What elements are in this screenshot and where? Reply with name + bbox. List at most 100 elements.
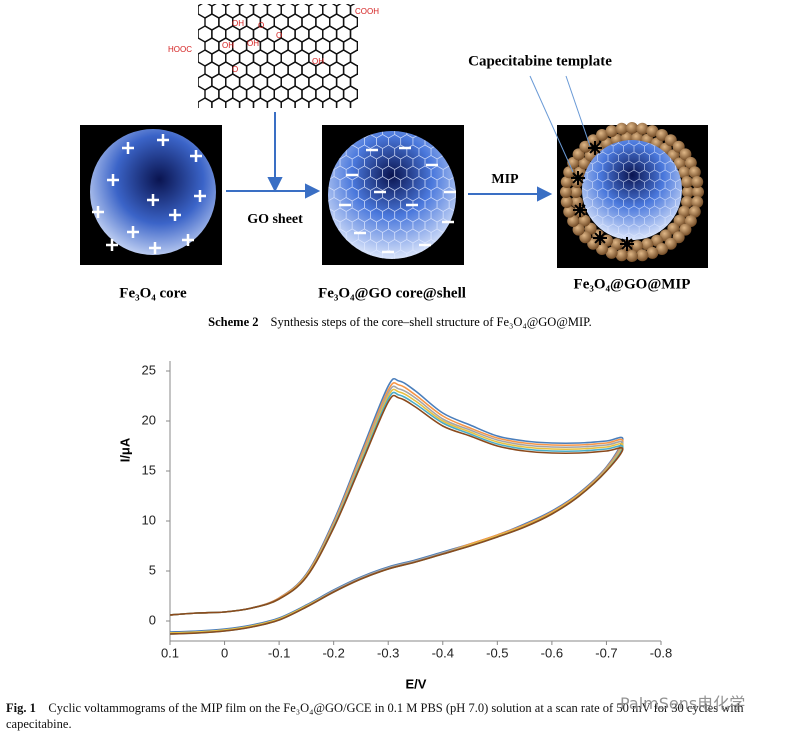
hexagon [266,97,282,108]
bead [596,128,609,141]
figure-caption: Fig. 1 Cyclic voltammograms of the MIP f… [6,700,794,732]
star-core [575,175,581,181]
arrow-head [305,183,321,199]
bead [560,175,573,188]
x-tick-label: -0.8 [650,645,672,660]
caption-tag: Scheme 2 [208,315,258,329]
molecule-label: O [232,65,238,74]
star-core [597,235,603,241]
hexagon [198,97,213,108]
stage-label: Fe₃O₄@GO@MIP [574,276,691,292]
bead [626,121,638,134]
hexagon [322,97,338,108]
y-tick-label: 25 [142,362,156,377]
bead [678,166,691,179]
stage-label: Fe₃O₄@GO core@shell [318,285,466,301]
hexagon [335,97,352,108]
hexagon [349,97,358,108]
bead [605,125,618,138]
bead [688,166,701,179]
molecule-label: OH [232,19,244,28]
x-tick-label: 0 [221,645,228,660]
x-tick-label: -0.1 [268,645,290,660]
molecule-label: O [276,31,282,40]
bead [655,128,668,141]
scheme-caption: Scheme 2 Synthesis steps of the core–shel… [208,315,592,329]
y-tick-label: 0 [149,612,156,627]
bead [570,186,582,198]
hexagon [294,97,310,108]
star-core [624,241,630,247]
cv-curve [169,381,624,634]
molecule-label: HOOC [168,45,192,54]
molecule-label: OH [222,41,234,50]
hexagon [680,187,682,201]
caption-text: Cyclic voltammograms of the MIP film on … [6,701,744,731]
bead [615,122,628,135]
arrow-head [267,177,283,193]
bead [681,176,694,189]
bead [678,205,691,218]
stage-label: Fe₃O₄ core [119,285,187,301]
cv-curve [169,394,624,635]
bead [560,196,573,209]
hexagon [280,97,296,108]
chart: I/μA E/V 0 5 10 15 20 25 0.1 0 -0.1 -0.2 -0.3 -0.4 -… [117,361,672,691]
star-core [592,145,598,151]
negative-charges [339,146,456,254]
molecule-label: OH [247,39,259,48]
bead [692,186,704,198]
bead [563,205,576,218]
bead [631,240,644,253]
bead [641,238,654,251]
bead [681,195,694,208]
molecule-label: COOH [355,7,379,16]
bead [646,246,659,259]
bead [579,140,592,153]
cv-curve [169,388,624,634]
molecule-label: OH [312,57,324,66]
bead [560,186,572,198]
bead [688,205,701,218]
template-molecules [571,141,634,251]
y-tick-label: 10 [142,512,156,527]
bead [626,250,638,263]
hexagon [225,97,241,108]
x-axis-label: E/V [406,676,427,691]
bead [605,246,618,259]
watermark: PalmSens电化学 [620,694,746,713]
pointer-line [529,75,574,173]
shell-sphere [582,140,682,240]
core-sphere [90,129,216,255]
graphene-sheet [198,4,358,108]
bead [673,157,686,170]
y-tick-label: 20 [142,412,156,427]
caption-tag: Fig. 1 [6,701,36,715]
x-tick-label: 0.1 [161,645,179,660]
molecule-label: O [258,21,264,30]
x-tick-label: -0.6 [541,645,563,660]
x-tick-label: -0.7 [595,645,617,660]
hexagon [454,186,456,202]
arrow-label: MIP [491,172,519,187]
template-label: Capecitabine template [468,53,612,69]
arrow-head [537,186,553,202]
bead [636,249,649,262]
x-tick-label: -0.4 [432,645,454,660]
arrows [226,112,553,202]
shell-sphere [328,131,456,259]
y-tick-label: 5 [149,562,156,577]
bead [572,223,585,236]
bead [596,243,609,256]
hexagon [308,97,324,108]
pointer-lines [529,75,591,173]
bead [664,134,677,147]
bead [684,156,697,169]
pointer-line [565,75,591,147]
bead [679,148,692,161]
y-tick-label: 15 [142,462,156,477]
bead [610,238,623,251]
bead [664,237,677,250]
